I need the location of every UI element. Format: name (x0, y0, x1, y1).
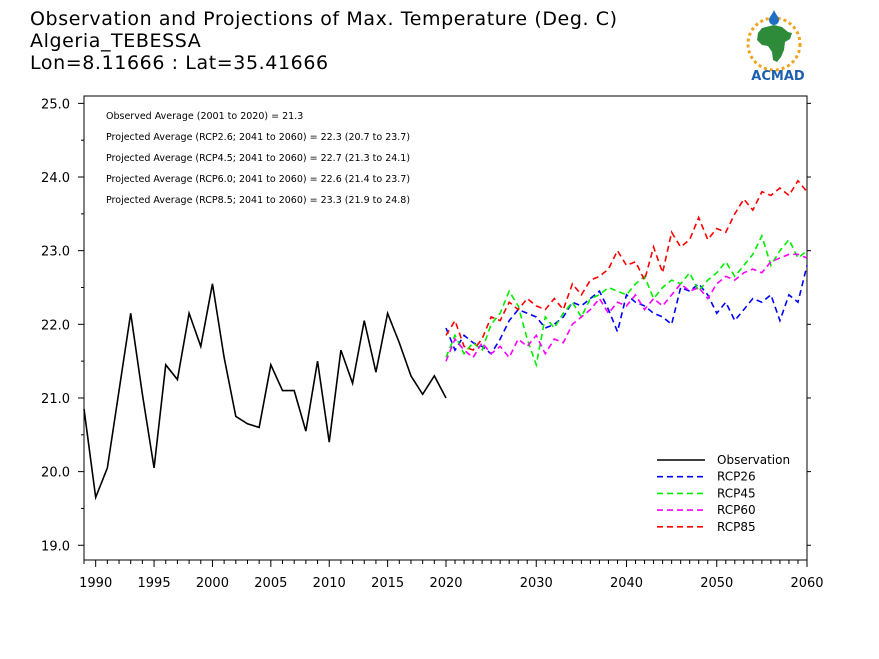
average-annotation: Projected Average (RCP8.5; 2041 to 2060)… (106, 195, 410, 206)
x-tick-label: 2050 (700, 576, 733, 591)
location-label: Algeria_TEBESSA (30, 30, 202, 52)
x-tick-label: 2015 (371, 576, 404, 591)
legend-label: RCP85 (717, 520, 756, 534)
x-tick-label: 2060 (790, 576, 823, 591)
coordinates-label: Lon=8.11666 : Lat=35.41666 (30, 52, 329, 74)
chart-title: Observation and Projections of Max. Temp… (30, 8, 618, 30)
acmad-logo: ACMAD (746, 10, 805, 84)
y-tick-label: 25.0 (41, 97, 70, 112)
average-annotation: Observed Average (2001 to 2020) = 21.3 (106, 111, 303, 122)
average-annotation: Projected Average (RCP2.6; 2041 to 2060)… (106, 132, 410, 143)
x-tick-label: 2010 (313, 576, 346, 591)
series-line-rcp85 (445, 179, 808, 352)
legend-label: RCP60 (717, 503, 756, 517)
y-tick-label: 23.0 (41, 245, 70, 260)
x-tick-label: 2000 (196, 576, 229, 591)
y-tick-label: 24.0 (41, 171, 70, 186)
legend-label: RCP45 (717, 486, 756, 500)
series-line-rcp45 (445, 233, 808, 368)
chart-title-block: Observation and Projections of Max. Temp… (30, 8, 618, 74)
average-annotation: Projected Average (RCP4.5; 2041 to 2060)… (106, 153, 410, 164)
africa-icon (757, 25, 792, 62)
x-tick-label: 1990 (79, 576, 112, 591)
legend-label: Observation (717, 453, 790, 467)
y-tick-label: 20.0 (41, 466, 70, 481)
y-tick-label: 19.0 (41, 539, 70, 554)
plot-frame (83, 95, 808, 561)
series-line-rcp60 (445, 253, 808, 362)
y-tick-label: 22.0 (41, 318, 70, 333)
legend-label: RCP26 (717, 470, 756, 484)
x-tick-label: 1995 (138, 576, 171, 591)
average-annotation: Projected Average (RCP6.0; 2041 to 2060)… (106, 174, 410, 185)
series-line-observation (83, 283, 447, 501)
x-tick-label: 2020 (429, 576, 462, 591)
logo-text: ACMAD (751, 69, 805, 84)
x-tick-label: 2030 (520, 576, 553, 591)
x-tick-label: 2005 (254, 576, 287, 591)
y-tick-label: 21.0 (41, 392, 70, 407)
series-line-rcp26 (445, 265, 808, 355)
x-tick-label: 2040 (610, 576, 643, 591)
water-drop-icon (769, 10, 779, 25)
